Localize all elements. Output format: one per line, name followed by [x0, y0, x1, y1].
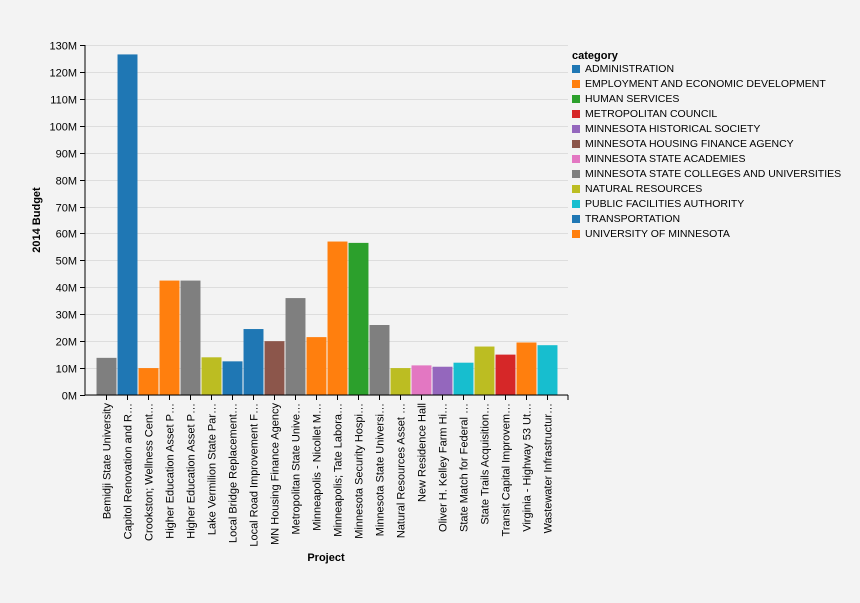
x-axis-ticks: Bemidji State University Capitol Renovati… [102, 395, 569, 547]
y-tick-label: 40M [56, 283, 77, 295]
bar [390, 368, 411, 395]
y-tick-label: 110M [50, 95, 77, 107]
bar [516, 342, 537, 395]
y-tick-label: 90M [56, 149, 77, 161]
bar [264, 341, 285, 395]
legend-label: MINNESOTA STATE ACADEMIES [585, 153, 745, 165]
legend-label: EMPLOYMENT AND ECONOMIC DEVELOPMENT [585, 78, 826, 90]
bar [222, 361, 243, 395]
x-tick-label: Bemidji State University [102, 403, 114, 520]
legend-label: MINNESOTA STATE COLLEGES AND UNIVERSITIE… [585, 168, 841, 180]
x-tick-label: Virginia - Highway 53 Ut… [522, 403, 534, 532]
legend-swatch [572, 80, 580, 88]
x-tick-label: Minnesota Security Hospi… [354, 403, 366, 539]
y-tick-label: 10M [56, 364, 77, 376]
legend-swatch [572, 95, 580, 103]
legend-label: MINNESOTA HOUSING FINANCE AGENCY [585, 138, 794, 150]
y-axis-ticks: 0M 10M 20M 30M 40M 50M 60M 70M 80M 90M 100M 110M 120… [49, 41, 85, 403]
legend-label: NATURAL RESOURCES [585, 183, 702, 195]
x-tick-label: Oliver H. Kelley Farm Hi… [438, 403, 450, 532]
legend-swatch [572, 140, 580, 148]
legend-swatch [572, 170, 580, 178]
bar [348, 242, 369, 395]
x-tick-label: Crookston; Wellness Cent… [144, 403, 156, 541]
legend-swatch [572, 200, 580, 208]
y-tick-label: 20M [56, 337, 77, 349]
legend-label: UNIVERSITY OF MINNESOTA [585, 228, 730, 240]
bar [411, 365, 432, 395]
legend-label: PUBLIC FACILITIES AUTHORITY [585, 198, 744, 210]
x-tick-label: Lake Vermilion State Par… [207, 403, 219, 535]
legend-swatch [572, 185, 580, 193]
y-tick-label: 50M [56, 256, 77, 268]
bar [453, 362, 474, 395]
y-tick-label: 60M [56, 229, 77, 241]
y-tick-label: 70M [56, 203, 77, 215]
bar [201, 357, 222, 395]
bar [285, 298, 306, 395]
bar [243, 329, 264, 395]
bar [369, 325, 390, 395]
legend-swatch [572, 215, 580, 223]
y-tick-label: 0M [62, 391, 77, 403]
bar [117, 54, 138, 396]
x-tick-label: Higher Education Asset P… [186, 403, 198, 539]
gridlines [85, 45, 568, 396]
bar [96, 357, 117, 395]
x-tick-label: Wastewater Infrastructur… [543, 403, 555, 533]
legend-label: MINNESOTA HISTORICAL SOCIETY [585, 123, 760, 135]
legend-swatch [572, 125, 580, 133]
x-tick-label: Transit Capital Improvem… [501, 403, 513, 536]
bar [327, 241, 348, 395]
bar [159, 280, 180, 395]
x-tick-label: Minneapolis - Nicollet M… [312, 403, 324, 531]
legend-label: ADMINISTRATION [585, 63, 674, 75]
axes [84, 45, 568, 396]
legend-swatch [572, 230, 580, 238]
x-tick-label: Metropolitan State Unive… [291, 403, 303, 534]
bar [432, 366, 453, 395]
bar [537, 345, 558, 395]
y-tick-label: 30M [56, 310, 77, 322]
x-tick-label: State Trails Acquisition… [480, 403, 492, 525]
legend-swatch [572, 65, 580, 73]
legend-swatch [572, 155, 580, 163]
legend-swatch [572, 110, 580, 118]
bars [96, 54, 558, 396]
x-tick-label: Minnesota State Universi… [375, 403, 387, 536]
bar [138, 368, 159, 395]
x-tick-label: Capitol Renovation and R… [123, 403, 135, 539]
legend-label: TRANSPORTATION [585, 213, 680, 225]
x-tick-label: Higher Education Asset P… [165, 403, 177, 539]
bar [306, 337, 327, 395]
bar [474, 346, 495, 395]
x-tick-label: MN Housing Finance Agency [270, 403, 282, 545]
x-tick-label: State Match for Federal … [459, 403, 471, 532]
x-tick-label: Local Road Improvement F… [249, 403, 261, 547]
bar [495, 354, 516, 395]
y-axis-title: 2014 Budget [31, 187, 43, 253]
y-tick-label: 100M [49, 122, 77, 134]
legend-title: category [572, 50, 619, 62]
x-tick-label: Local Bridge Replacement… [228, 403, 240, 543]
y-tick-label: 130M [49, 41, 77, 53]
x-tick-label: Natural Resources Asset … [396, 403, 408, 538]
x-axis-title: Project [307, 552, 345, 564]
legend-label: METROPOLITAN COUNCIL [585, 108, 717, 120]
legend-label: HUMAN SERVICES [585, 93, 679, 105]
x-tick-label: Minneapolis; Tate Labora… [333, 403, 345, 537]
y-tick-label: 80M [56, 176, 77, 188]
bar [180, 280, 201, 395]
y-tick-label: 120M [49, 68, 77, 80]
x-tick-label: New Residence Hall [417, 403, 429, 502]
legend: category ADMINISTRATION EMPLOYMENT AND EC… [572, 50, 841, 240]
